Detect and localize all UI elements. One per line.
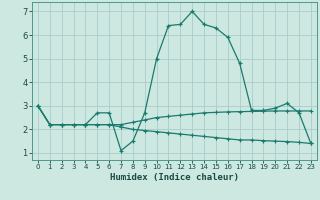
X-axis label: Humidex (Indice chaleur): Humidex (Indice chaleur)	[110, 173, 239, 182]
